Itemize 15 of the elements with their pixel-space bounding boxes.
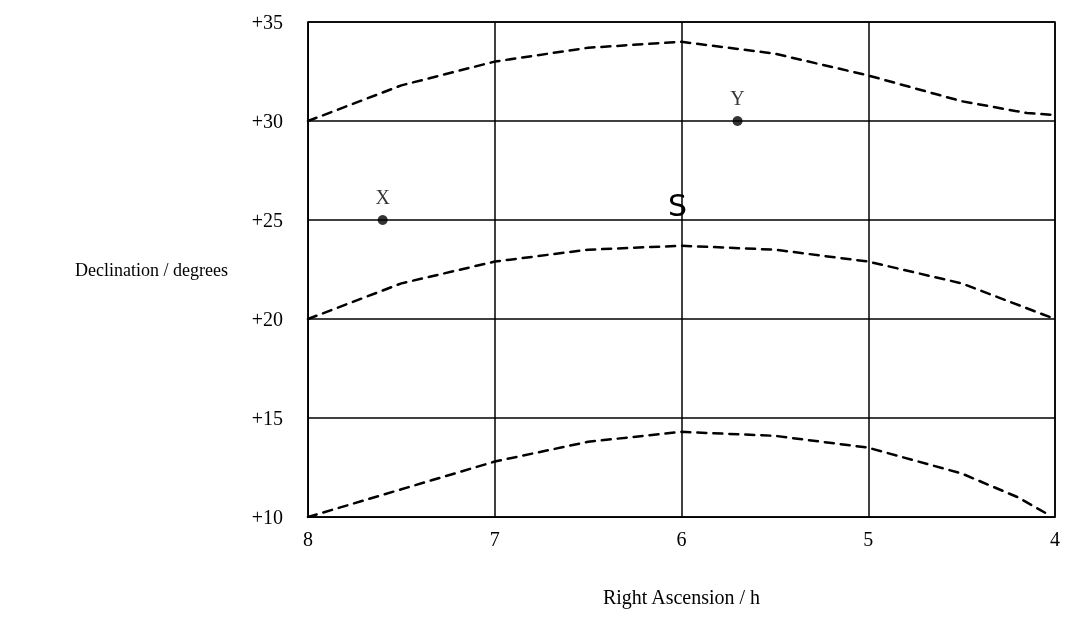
- y-tick-label: +15: [251, 407, 283, 429]
- series-label: X: [375, 186, 391, 208]
- series-label: Y: [730, 87, 745, 109]
- x-tick-label: 6: [676, 528, 687, 550]
- x-tick-label: 8: [303, 528, 313, 550]
- x-tick-label: 4: [1050, 528, 1060, 550]
- x-tick-label: 7: [489, 528, 500, 550]
- x-axis-title: Right Ascension / h: [602, 586, 761, 609]
- y-tick-label: +20: [251, 308, 283, 330]
- y-axis-title: Declination / degrees: [75, 259, 228, 280]
- y-tick-label: +30: [251, 110, 283, 132]
- y-tick-label: +10: [251, 506, 283, 528]
- x-tick-label: 5: [863, 528, 874, 550]
- y-tick-label: +35: [251, 11, 283, 33]
- y-tick-label: +25: [251, 209, 283, 231]
